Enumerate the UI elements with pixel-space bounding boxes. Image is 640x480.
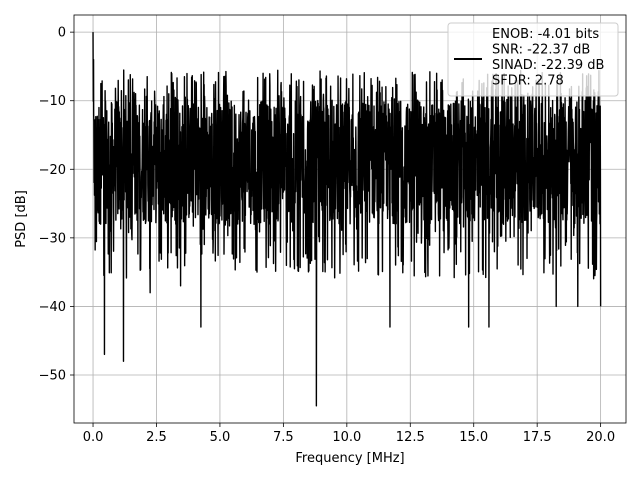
x-tick-label: 10.0: [332, 430, 361, 445]
x-tick-label: 15.0: [459, 430, 488, 445]
y-tick-label: 0: [58, 26, 66, 41]
x-tick-label: 5.0: [210, 430, 231, 445]
x-tick-label: 12.5: [396, 430, 425, 445]
legend-box: [447, 22, 619, 97]
y-axis-label: PSD [dB]: [14, 190, 29, 248]
legend-snr: SNR: -22.37 dB: [492, 43, 590, 58]
plot-frame: [73, 14, 627, 424]
legend-enob: ENOB: -4.01 bits: [492, 27, 599, 42]
y-tick-label: −20: [39, 163, 66, 178]
y-tick-label: −30: [39, 231, 66, 246]
y-tick-label: −40: [39, 300, 66, 315]
x-tick-label: 0.0: [83, 430, 104, 445]
psd-series: [92, 32, 602, 407]
x-tick-label: 17.5: [523, 430, 552, 445]
y-tick-label: −50: [39, 369, 66, 384]
y-axis-ticks: 0 −10 −20 −30 −40 −50: [39, 26, 74, 384]
y-tick-label: −10: [39, 94, 66, 109]
legend-sfdr: SFDR: 2.78: [492, 74, 564, 89]
psd-line: [92, 32, 602, 407]
x-tick-label: 2.5: [146, 430, 167, 445]
x-tick-label: 7.5: [273, 430, 294, 445]
legend-sinad: SINAD: -22.39 dB: [492, 58, 604, 73]
x-tick-label: 20.0: [586, 430, 615, 445]
x-axis-label: Frequency [MHz]: [295, 451, 404, 466]
x-axis-ticks: 0.0 2.5 5.0 7.5 10.0 12.5 15.0 17.5 20.0: [83, 423, 615, 445]
legend: ENOB: -4.01 bits SNR: -22.37 dB SINAD: -…: [447, 22, 619, 97]
